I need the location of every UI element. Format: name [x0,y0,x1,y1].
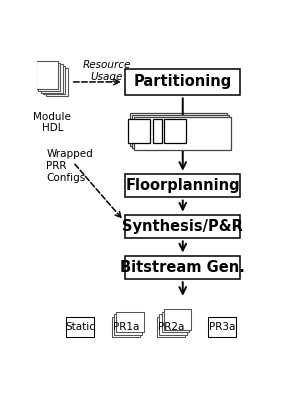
FancyBboxPatch shape [44,66,65,94]
Text: Wrapped
PRR
Configs: Wrapped PRR Configs [46,149,93,183]
FancyBboxPatch shape [134,117,231,150]
Text: Resource
Usage: Resource Usage [82,60,131,82]
FancyBboxPatch shape [208,317,236,337]
FancyBboxPatch shape [38,62,60,91]
FancyBboxPatch shape [36,61,58,89]
FancyBboxPatch shape [114,314,142,335]
FancyBboxPatch shape [46,68,68,96]
Text: Floorplanning: Floorplanning [125,178,240,193]
Text: PR3a: PR3a [209,322,235,332]
Text: Static: Static [65,322,95,332]
FancyBboxPatch shape [164,309,191,330]
FancyBboxPatch shape [125,69,240,95]
FancyBboxPatch shape [159,314,187,335]
FancyBboxPatch shape [164,119,186,143]
FancyBboxPatch shape [125,215,240,238]
Text: PR2a: PR2a [158,322,184,332]
Text: PR1a: PR1a [113,322,139,332]
Text: Bitstream Gen.: Bitstream Gen. [120,260,245,275]
Text: Synthesis/P&R: Synthesis/P&R [122,219,243,234]
Text: Module
HDL: Module HDL [33,112,71,133]
FancyBboxPatch shape [66,317,94,337]
FancyBboxPatch shape [132,115,229,148]
Text: Partitioning: Partitioning [134,74,232,89]
FancyBboxPatch shape [125,255,240,279]
FancyBboxPatch shape [153,119,162,143]
FancyBboxPatch shape [128,119,150,143]
FancyBboxPatch shape [41,64,63,93]
FancyBboxPatch shape [157,317,185,337]
FancyBboxPatch shape [112,317,140,337]
FancyBboxPatch shape [162,312,189,332]
FancyBboxPatch shape [125,174,240,197]
FancyBboxPatch shape [117,312,144,332]
FancyBboxPatch shape [130,113,227,146]
